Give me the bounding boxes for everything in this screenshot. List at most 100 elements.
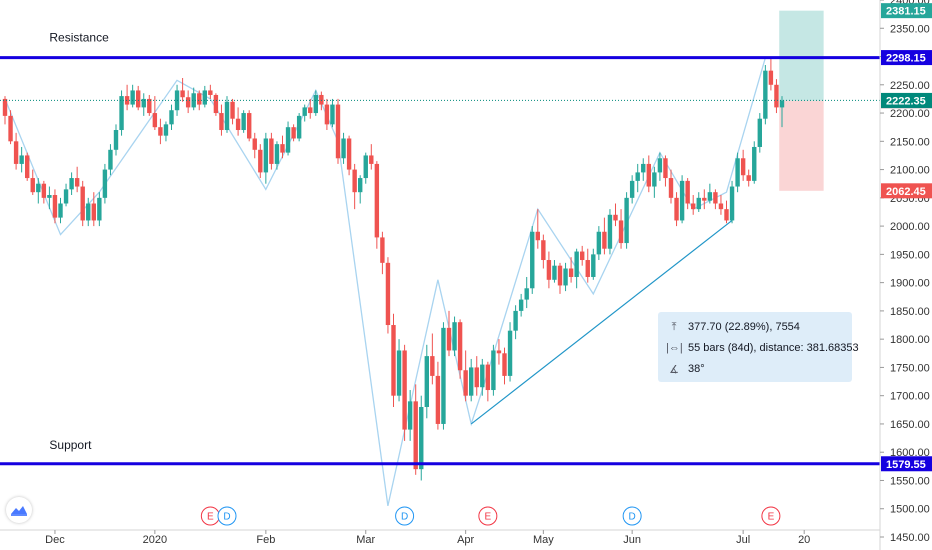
candle: [8, 110, 13, 145]
event-label: D: [629, 512, 636, 523]
candle: [674, 192, 679, 227]
candle: [752, 141, 757, 184]
candle-body: [585, 260, 590, 277]
time-tick-label: Mar: [356, 534, 375, 546]
candle-body: [130, 90, 135, 105]
candle: [291, 124, 296, 142]
candle: [768, 57, 774, 91]
price-badge-text: 2062.45: [886, 186, 926, 198]
dividend-marker: D: [395, 506, 415, 526]
candle: [30, 169, 35, 196]
candle-body: [291, 127, 296, 139]
candle-body: [402, 350, 407, 430]
candle-body: [202, 90, 207, 105]
candle-body: [219, 113, 224, 131]
candle: [496, 339, 502, 365]
time-tick-label: Jun: [623, 534, 641, 546]
candle: [313, 90, 318, 116]
horizontal-levels[interactable]: [0, 56, 880, 466]
price-tick-label: 1800.00: [890, 334, 930, 346]
drawing-lines[interactable]: [4, 57, 767, 507]
candle: [13, 132, 19, 170]
candle-body: [452, 322, 457, 351]
candle: [457, 319, 463, 379]
candle: [480, 358, 485, 396]
candle: [407, 390, 413, 441]
candle: [513, 305, 518, 340]
candle-body: [474, 367, 479, 388]
price-tick-label: 2100.00: [890, 165, 930, 177]
candle-body: [97, 197, 102, 221]
candle-body: [41, 183, 47, 198]
candle: [413, 384, 418, 475]
candle: [557, 262, 563, 294]
candle-body: [91, 203, 96, 221]
candle: [63, 183, 69, 207]
candle: [729, 180, 735, 224]
candle: [380, 231, 385, 275]
candle-body: [413, 401, 418, 470]
candle: [718, 195, 724, 215]
candle: [624, 192, 629, 249]
candle: [58, 197, 63, 224]
time-tick-label: 20: [798, 534, 810, 546]
price-tick-label: 1750.00: [890, 362, 930, 374]
event-label: D: [401, 512, 408, 523]
candle: [241, 110, 246, 133]
resistance-price-badge: 2298.15: [881, 50, 932, 66]
position-profit-zone: [779, 10, 824, 101]
angle-icon: ∡: [669, 363, 679, 376]
candle-body: [618, 220, 624, 244]
candle: [41, 180, 47, 204]
price-tick-label: 1650.00: [890, 419, 930, 431]
candle-body: [163, 124, 169, 136]
last-price-badge: 2222.35: [881, 92, 932, 108]
candle: [2, 96, 8, 125]
candle-body: [19, 155, 24, 164]
time-axis[interactable]: Dec 2020 Feb Mar Apr May Jun Jul 20: [0, 529, 880, 546]
candle-body: [724, 209, 729, 221]
candle: [258, 144, 263, 179]
candle-body: [213, 94, 219, 114]
support-label: Support: [49, 438, 92, 452]
candle-body: [352, 169, 357, 193]
candle-body: [319, 94, 324, 105]
candle: [374, 161, 380, 249]
candle: [635, 163, 640, 193]
price-axis[interactable]: 2400.002350.002300.002250.002200.002150.…: [879, 0, 932, 550]
candle-body: [513, 310, 518, 331]
candle-body: [435, 375, 441, 424]
tradingview-logo-icon[interactable]: [6, 497, 32, 523]
candle-body: [757, 118, 762, 147]
candle-body: [768, 70, 774, 85]
candle-body: [263, 138, 269, 173]
candle-body: [702, 197, 707, 201]
price-badge-bg: [881, 3, 932, 19]
candle-body: [147, 98, 152, 114]
candle-body: [2, 98, 8, 116]
candle-body: [313, 94, 318, 114]
candle-body: [208, 90, 213, 95]
candle: [463, 350, 468, 402]
event-circle: [761, 506, 781, 526]
candle: [396, 339, 402, 402]
measure-info-box: ⤒ 377.70 (22.89%), 7554 |⇔| 55 bars (84d…: [658, 312, 859, 382]
candle-body: [113, 130, 119, 150]
candle: [274, 141, 280, 170]
measure-price-range: 377.70 (22.89%), 7554: [688, 321, 800, 333]
candle-body: [374, 163, 380, 238]
candle-body: [13, 141, 19, 164]
candle: [324, 98, 330, 131]
candle-body: [541, 240, 546, 261]
candle: [691, 195, 696, 215]
candle-body: [441, 327, 446, 424]
measure-angle: 38°: [688, 363, 705, 375]
candle: [613, 203, 618, 227]
candle-body: [230, 101, 235, 119]
candle-body: [752, 146, 757, 181]
long-position-tool[interactable]: [779, 10, 824, 191]
price-tick-label: 1850.00: [890, 306, 930, 318]
candle-body: [385, 262, 391, 326]
